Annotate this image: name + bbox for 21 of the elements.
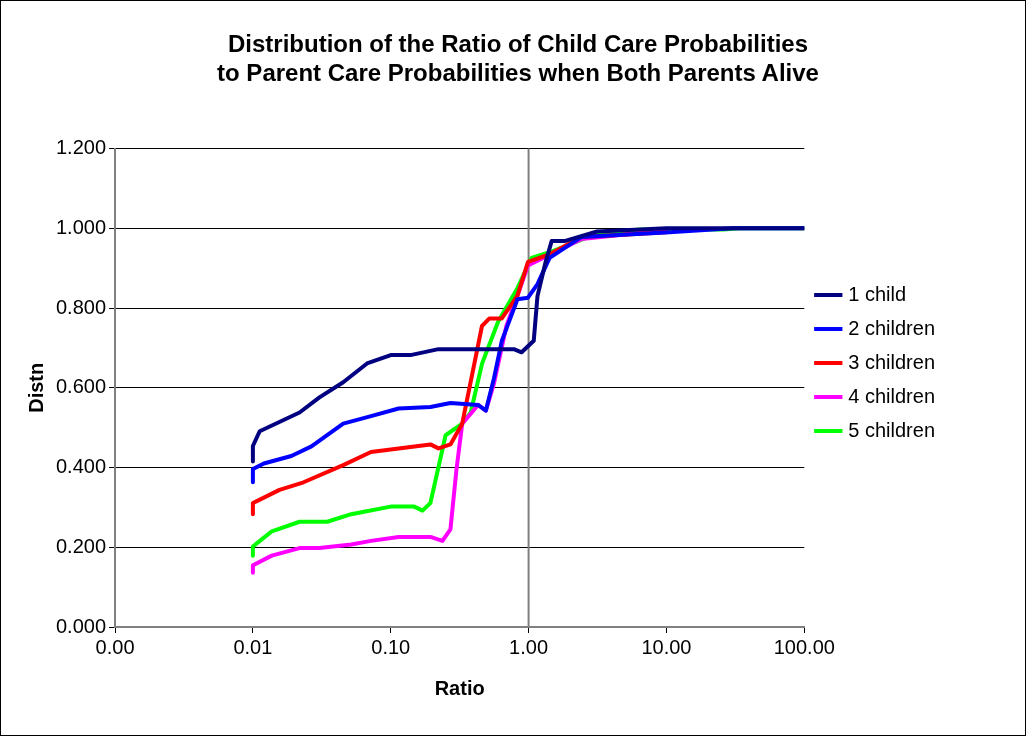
x-tick-label: 0.00 [95,635,135,658]
y-tick-label: 0.800 [55,295,107,318]
legend-label: 1 child [848,282,907,305]
y-tick-label: 1.200 [55,136,107,159]
y-tick-label: 1.000 [55,215,107,238]
x-tick-label: 0.01 [233,635,273,658]
y-tick-label: 0.000 [55,614,107,637]
x-tick-label: 1.00 [509,635,549,658]
x-tick-label: 10.00 [641,635,692,658]
y-tick-label: 0.400 [55,455,107,478]
x-tick-label: 100.00 [773,635,835,658]
chart-title: Distribution of the Ratio of Child Care Probabilities to Parent Care Probabilities when Both Parents Alive [217,30,819,86]
legend-label: 2 children [848,316,935,339]
legend-label: 4 children [848,384,935,407]
y-tick-label: 0.600 [55,375,107,398]
legend-label: 3 children [848,350,935,373]
legend-label: 5 children [848,418,935,441]
y-axis-title: Distn [24,362,47,413]
x-axis-title: Ratio [434,676,485,699]
x-tick-label: 0.10 [371,635,411,658]
y-tick-label: 0.200 [55,534,107,557]
